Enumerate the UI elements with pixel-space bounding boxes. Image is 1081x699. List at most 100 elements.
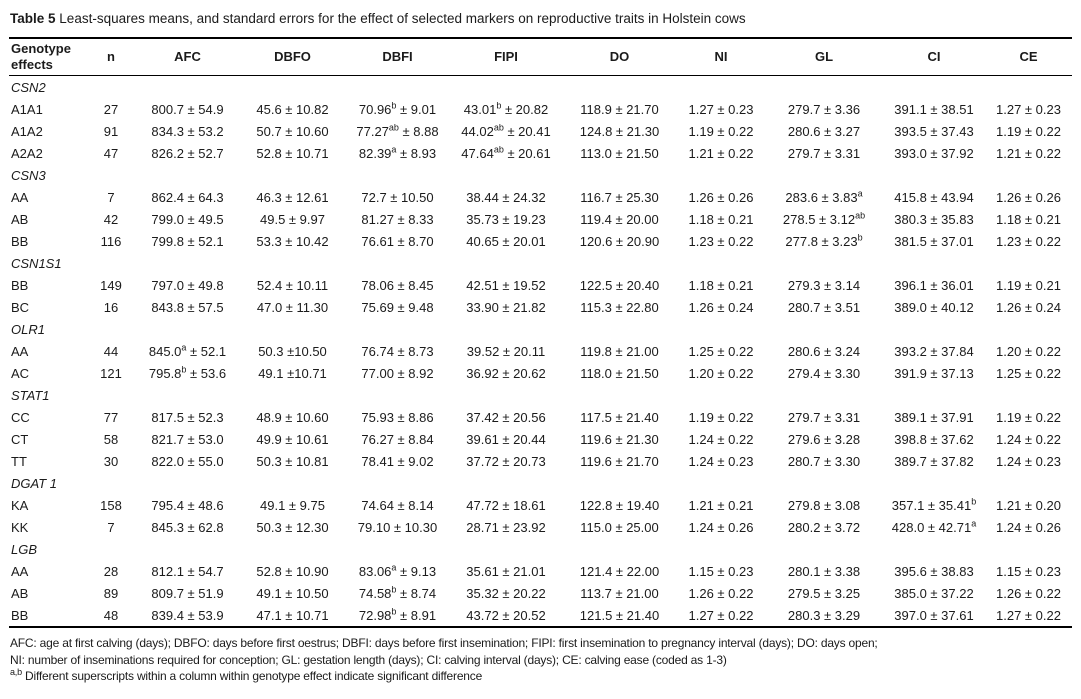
table-cell: 53.3 ± 10.42 xyxy=(256,233,329,249)
table-cell: 1.21 ± 0.22 xyxy=(688,145,754,161)
footnote-sup-marker: a,b xyxy=(10,667,22,677)
table-cell: 33.90 ± 21.82 xyxy=(466,299,546,315)
footnote-abbreviations-2: NI: number of inseminations required for… xyxy=(10,652,727,667)
table-number: Table 5 xyxy=(10,11,56,26)
table-cell: 280.6 ± 3.27 xyxy=(787,123,861,139)
table-cell: 7 xyxy=(107,189,115,205)
table-cell: 812.1 ± 54.7 xyxy=(151,563,224,579)
table-cell: 428.0 ± 42.71a xyxy=(891,518,977,535)
genotype-cell: A2A2 xyxy=(11,145,43,161)
table-cell: 37.42 ± 20.56 xyxy=(466,409,546,425)
table-cell: 799.8 ± 52.1 xyxy=(151,233,224,249)
table-row: AA 7 862.4 ± 64.3 46.3 ± 12.61 72.7 ± 10.50 3… xyxy=(9,186,1072,208)
table-row: KA 158 795.4 ± 48.6 49.1 ± 9.75 74.64 ± 8.14… xyxy=(9,494,1072,516)
table-cell: 46.3 ± 12.61 xyxy=(256,189,329,205)
table-cell: 1.18 ± 0.21 xyxy=(688,277,754,293)
table-cell: 395.6 ± 38.83 xyxy=(894,563,974,579)
table-cell: 834.3 ± 53.2 xyxy=(151,123,224,139)
footnote-superscripts: a,b Different superscripts within a colu… xyxy=(10,668,1072,685)
table-body: CSN2 A1A1 27 800.7 ± 54.9 45.6 ± 10.82 70.96b… xyxy=(9,76,1072,628)
table-cell: 280.7 ± 3.51 xyxy=(787,299,861,315)
table-cell: 7 xyxy=(107,519,115,535)
table-cell: 1.26 ± 0.24 xyxy=(688,299,754,315)
genotype-cell: KA xyxy=(11,497,29,513)
table-cell: 49.1 ±10.71 xyxy=(258,365,327,381)
table-cell: 1.26 ± 0.22 xyxy=(688,585,754,601)
table-cell: 42.51 ± 19.52 xyxy=(466,277,546,293)
table-cell: 398.8 ± 37.62 xyxy=(894,431,974,447)
table-cell: 28 xyxy=(103,563,119,579)
table-cell: 393.0 ± 37.92 xyxy=(894,145,974,161)
table-cell: 70.96b ± 9.01 xyxy=(358,100,437,117)
table-cell: 280.6 ± 3.24 xyxy=(787,343,861,359)
table-cell: 283.6 ± 3.83a xyxy=(785,188,863,205)
table-cell: 39.61 ± 20.44 xyxy=(466,431,546,447)
table-cell: 115.0 ± 25.00 xyxy=(580,519,659,535)
table-cell: 76.61 ± 8.70 xyxy=(361,233,434,249)
table-cell: 279.7 ± 3.31 xyxy=(787,145,861,161)
table-cell: 117.5 ± 21.40 xyxy=(580,409,659,425)
table-cell: 79.10 ± 10.30 xyxy=(357,519,438,535)
table-cell: 35.73 ± 19.23 xyxy=(466,211,546,227)
table-cell: 800.7 ± 54.9 xyxy=(151,101,224,117)
table-cell: 396.1 ± 36.01 xyxy=(894,277,974,293)
table-row: AA 44 845.0a ± 52.1 50.3 ±10.50 76.74 ± 8.73… xyxy=(9,340,1072,362)
gene-name: CSN2 xyxy=(11,79,46,95)
gene-row: LGB xyxy=(9,538,1072,560)
table-cell: 78.06 ± 8.45 xyxy=(361,277,434,293)
gene-name: CSN3 xyxy=(11,167,46,183)
table-cell: 809.7 ± 51.9 xyxy=(151,585,224,601)
gene-name: CSN1S1 xyxy=(11,255,62,271)
table-row: A2A2 47 826.2 ± 52.7 52.8 ± 10.71 82.39a ± 8… xyxy=(9,142,1072,164)
gene-row: DGAT 1 xyxy=(9,472,1072,494)
genotype-cell: TT xyxy=(11,453,27,469)
table-cell: 113.0 ± 21.50 xyxy=(580,145,659,161)
column-header-ce: CE xyxy=(985,38,1072,76)
table-cell: 81.27 ± 8.33 xyxy=(361,211,434,227)
table-cell: 121.4 ± 22.00 xyxy=(579,563,660,579)
table-cell: 1.19 ± 0.22 xyxy=(996,123,1061,139)
table-cell: 1.19 ± 0.21 xyxy=(996,277,1061,293)
table-cell: 52.4 ± 10.11 xyxy=(256,277,329,293)
table-cell: 1.27 ± 0.23 xyxy=(996,101,1061,117)
table-cell: 1.24 ± 0.23 xyxy=(996,453,1061,469)
table-cell: 158 xyxy=(100,497,122,513)
table-cell: 72.7 ± 10.50 xyxy=(361,189,434,205)
column-header-ci: CI xyxy=(883,38,985,76)
table-cell: 1.21 ± 0.21 xyxy=(688,497,754,513)
table-row: CC 77 817.5 ± 52.3 48.9 ± 10.60 75.93 ± 8.86… xyxy=(9,406,1072,428)
column-header-fipi: FIPI xyxy=(450,38,562,76)
genotype-cell: AA xyxy=(11,563,29,579)
table-cell: 38.44 ± 24.32 xyxy=(466,189,546,205)
table-cell: 1.26 ± 0.24 xyxy=(996,299,1061,315)
table-cell: 124.8 ± 21.30 xyxy=(579,123,660,139)
table-cell: 116.7 ± 25.30 xyxy=(580,189,659,205)
table-cell: 36.92 ± 20.62 xyxy=(466,365,546,381)
table-cell: 37.72 ± 20.73 xyxy=(466,453,546,469)
table-row: CT 58 821.7 ± 53.0 49.9 ± 10.61 76.27 ± 8.84… xyxy=(9,428,1072,450)
table-row: A1A2 91 834.3 ± 53.2 50.7 ± 10.60 77.27ab ± … xyxy=(9,120,1072,142)
table-cell: 1.21 ± 0.22 xyxy=(996,145,1061,161)
table-cell: 89 xyxy=(103,585,119,601)
table-cell: 862.4 ± 64.3 xyxy=(151,189,224,205)
genotype-cell: BC xyxy=(11,299,30,315)
table-cell: 1.24 ± 0.22 xyxy=(688,431,754,447)
table-cell: 1.24 ± 0.23 xyxy=(688,453,754,469)
genotype-cell: BB xyxy=(11,233,29,249)
table-cell: 391.9 ± 37.13 xyxy=(894,365,974,381)
genotype-cell: AA xyxy=(11,189,29,205)
genotype-cell: AB xyxy=(11,211,29,227)
table-cell: 380.3 ± 35.83 xyxy=(894,211,974,227)
table-cell: 1.23 ± 0.22 xyxy=(996,233,1061,249)
table-cell: 50.3 ±10.50 xyxy=(258,343,327,359)
table-cell: 119.8 ± 21.00 xyxy=(580,343,659,359)
table-cell: 115.3 ± 22.80 xyxy=(580,299,659,315)
table-cell: 381.5 ± 37.01 xyxy=(894,233,974,249)
table-cell: 120.6 ± 20.90 xyxy=(579,233,660,249)
table-cell: 1.18 ± 0.21 xyxy=(688,211,754,227)
table-cell: 47.64ab ± 20.61 xyxy=(461,144,551,161)
table-cell: 1.26 ± 0.26 xyxy=(996,189,1061,205)
table-cell: 50.3 ± 12.30 xyxy=(256,519,329,535)
table-cell: 279.3 ± 3.14 xyxy=(787,277,861,293)
